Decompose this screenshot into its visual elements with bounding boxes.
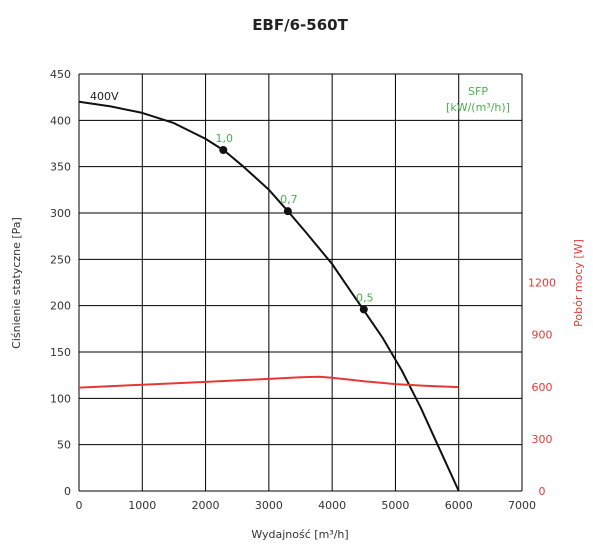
y2-tick-label: 900: [532, 329, 553, 342]
points-layer: 1,0 0,7 0,5: [216, 132, 374, 314]
y-tick-label: 250: [50, 253, 71, 266]
sfp-point-label: 0,5: [356, 291, 374, 304]
y-tick-label: 400: [50, 114, 71, 127]
y-tick-label: 0: [64, 485, 71, 498]
chart-title: EBF/6-560T: [252, 16, 348, 34]
y-tick-label: 300: [50, 207, 71, 220]
y-tick-label: 350: [50, 161, 71, 174]
sfp-point-label: 0,7: [280, 193, 298, 206]
x-tick-label: 5000: [381, 499, 409, 512]
x-tick-label: 2000: [192, 499, 220, 512]
series-line-pressure: [78, 100, 460, 492]
sfp-point: [283, 207, 292, 216]
x-tick-label: 3000: [255, 499, 283, 512]
y2-tick-label: 600: [532, 381, 553, 394]
sfp-label: SFP: [468, 85, 488, 98]
y2-tick-label: 1200: [528, 277, 556, 290]
x-tick-label: 7000: [508, 499, 536, 512]
y2-tick-label: 0: [539, 485, 546, 498]
y-tick-label: 150: [50, 346, 71, 359]
y2-axis-title: Pobór mocy [W]: [572, 239, 585, 327]
y-tick-label: 50: [57, 439, 71, 452]
sfp-point-label: 1,0: [216, 132, 234, 145]
y-tick-label: 100: [50, 392, 71, 405]
sfp-point: [359, 305, 368, 314]
x-tick-label: 0: [76, 499, 83, 512]
x-axis-title: Wydajność [m³/h]: [251, 528, 348, 541]
series-layer: [78, 100, 460, 492]
y-axis-title: Ciśnienie statyczne [Pa]: [10, 217, 23, 349]
curve-label: 400V: [90, 90, 119, 103]
sfp-unit: [kW/(m³/h)]: [446, 101, 510, 114]
y-tick-label: 200: [50, 300, 71, 313]
ticks-layer: 0 1000 2000 3000 4000 5000 6000 700005010015020…: [50, 68, 556, 512]
x-tick-label: 4000: [318, 499, 346, 512]
grid: [78, 73, 523, 492]
sfp-point: [219, 145, 228, 154]
x-tick-label: 6000: [445, 499, 473, 512]
x-tick-label: 1000: [128, 499, 156, 512]
y2-tick-label: 300: [532, 433, 553, 446]
series-line-power: [78, 375, 459, 389]
y-tick-label: 450: [50, 68, 71, 81]
